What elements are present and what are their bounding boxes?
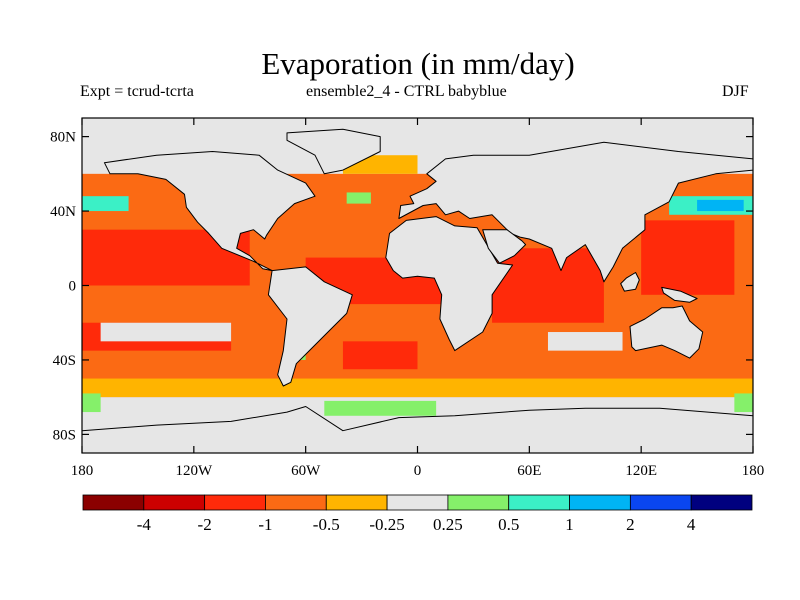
land-arabia: [482, 229, 527, 264]
axis-ticks: 80N 40N 0 40S 80S 180 120W 60W 0 60E 120E 180: [50, 118, 764, 479]
season-label: DJF: [722, 83, 749, 100]
lon-tick-label: 120W: [175, 463, 213, 479]
lat-tick-label: 40S: [53, 353, 76, 369]
experiment-label: Expt = tcrud-tcrta: [80, 83, 194, 100]
colorbar-label: -0.25: [369, 515, 404, 534]
land-north-america: [103, 151, 316, 272]
land-africa: [385, 216, 514, 352]
colorbar-label: 0.25: [433, 515, 463, 534]
colorbar-label: -2: [198, 515, 212, 534]
land-australia: [629, 305, 704, 359]
colorbar-swatch: [143, 494, 206, 511]
colorbar-swatch: [629, 494, 692, 511]
field-region-20: [82, 393, 101, 413]
lon-tick-label: 120E: [625, 463, 657, 479]
land-layer: [82, 128, 753, 453]
field-region-11: [82, 378, 753, 398]
colorbar-swatch: [690, 494, 753, 511]
colorbar-label: 0.5: [498, 515, 519, 534]
map-title: Evaporation (in mm/day): [261, 46, 575, 81]
field-region-19: [324, 400, 437, 416]
field-region-17: [697, 199, 744, 212]
land-south-america: [267, 266, 353, 387]
land-greenland: [286, 128, 381, 175]
field-region-15: [82, 196, 129, 212]
colorbar-swatch: [325, 494, 388, 511]
colorbar-swatch: [204, 494, 266, 511]
colorbar-label: -4: [137, 515, 152, 534]
ensemble-label: ensemble2_4 - CTRL babyblue: [306, 83, 507, 100]
lon-tick-label: 60E: [517, 463, 541, 479]
lat-tick-label: 40N: [50, 204, 76, 220]
colorbar-label: -0.5: [313, 515, 340, 534]
colorbar-swatch: [508, 494, 570, 511]
colorbar-label: 4: [687, 515, 696, 534]
lat-tick-label: 80S: [53, 427, 76, 443]
field-region-4: [492, 248, 604, 323]
colorbar-swatch: [386, 494, 449, 511]
colorbar-label: -1: [258, 515, 272, 534]
field-region-10: [547, 332, 623, 351]
colorbar-swatch: [82, 494, 145, 511]
land-borneo: [620, 272, 640, 292]
field-region-21: [734, 393, 753, 413]
colorbar-swatch: [447, 494, 510, 511]
lat-tick-label: 0: [69, 279, 77, 295]
field-region-18: [346, 192, 371, 204]
colorbar: -4 -2 -1 -0.5 -0.25 0.25 0.5 1 2 4: [82, 494, 753, 534]
land-new-guinea: [661, 286, 698, 303]
field-region-9: [100, 322, 232, 342]
lon-tick-label: 180: [71, 463, 94, 479]
field-region-7: [342, 341, 418, 370]
colorbar-label: 1: [565, 515, 574, 534]
lon-tick-label: 60W: [291, 463, 321, 479]
lon-tick-label: 180: [742, 463, 765, 479]
field-region-5: [641, 220, 735, 295]
colorbar-swatch: [569, 494, 631, 511]
lat-tick-label: 80N: [50, 130, 76, 146]
land-antarctica: [82, 406, 753, 453]
colorbar-label: 2: [626, 515, 635, 534]
colorbar-swatch: [265, 494, 327, 511]
lon-tick-label: 0: [414, 463, 422, 479]
land-eurasia: [398, 141, 753, 283]
